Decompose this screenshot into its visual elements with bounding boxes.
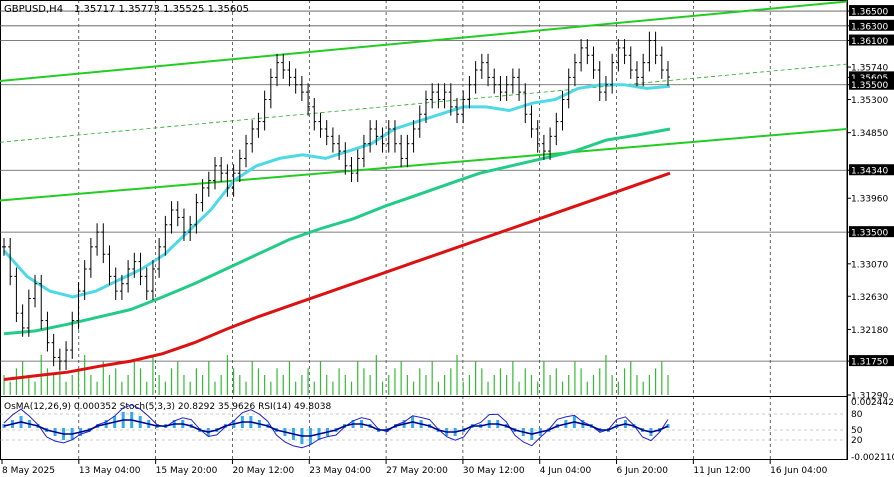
time-label: 23 May 04:00 <box>309 466 371 476</box>
channel-upper <box>0 0 848 83</box>
price-label: 1.33960 <box>851 195 888 205</box>
price-label-box <box>849 71 894 83</box>
oscillator-scale-label: 80 <box>851 410 863 420</box>
oscillator-scale-label: 20 <box>851 436 863 446</box>
price-label-box <box>849 5 894 17</box>
price-series <box>2 31 670 370</box>
price-label: 1.36100 <box>851 37 888 47</box>
price-label: 1.32630 <box>851 293 888 303</box>
time-label: 15 May 20:00 <box>156 466 218 476</box>
ohlc-readout: 1.35717 1.35773 1.35525 1.35605 <box>74 4 249 15</box>
oscillator-scale-label: 0.002442 <box>851 398 894 408</box>
oscillator-scale-label: 50 <box>851 426 863 436</box>
time-label: 6 Jun 20:00 <box>617 466 669 476</box>
price-label: 1.35500 <box>851 81 888 91</box>
price-label-box <box>849 78 894 90</box>
rsi-line <box>3 419 669 437</box>
header: GBPUSD,H4 1.35717 1.35773 1.35525 1.3560… <box>4 4 249 15</box>
time-label: 4 Jun 04:00 <box>540 466 592 476</box>
moving-average-line <box>3 127 671 336</box>
time-label: 16 Jun 04:00 <box>770 466 827 476</box>
price-label: 1.36500 <box>851 8 888 18</box>
price-label: 1.36300 <box>851 22 888 32</box>
oscillator-label: OsMA(12,26,9) 0.000352 Stoch(5,3,3) 20.8… <box>4 402 332 412</box>
time-label: 30 May 12:00 <box>463 466 525 476</box>
price-label-box <box>849 355 894 367</box>
time-axis: 8 May 2025 13 May 04:00 15 May 20:00 20 May… <box>1 460 828 476</box>
price-label-box <box>849 19 894 31</box>
time-label: 11 Jun 12:00 <box>693 466 750 476</box>
time-label: 13 May 04:00 <box>79 466 141 476</box>
stochastic-line <box>3 404 669 449</box>
channel-lower <box>0 127 848 202</box>
price-label: 1.35300 <box>851 96 888 106</box>
time-label: 20 May 12:00 <box>232 466 294 476</box>
grid <box>0 0 848 460</box>
price-label-box <box>849 164 894 176</box>
price-label: 1.32180 <box>851 326 888 336</box>
moving-averages <box>2 83 671 381</box>
price-label: 1.35740 <box>851 64 888 74</box>
time-label: 27 May 20:00 <box>386 466 448 476</box>
moving-average-line <box>3 171 671 381</box>
moving-average-line <box>2 83 671 299</box>
price-label: 1.31290 <box>851 392 888 402</box>
price-label-box <box>849 226 894 238</box>
time-label: 8 May 2025 <box>2 466 55 476</box>
price-axis: 1.365001.363001.361001.357401.356051.355… <box>847 5 894 402</box>
channels <box>0 0 848 202</box>
price-label: 1.34850 <box>851 129 888 139</box>
oscillator-scale-label: -0.002110 <box>851 453 894 463</box>
price-label-box <box>849 34 894 46</box>
price-label: 1.33070 <box>851 260 888 270</box>
price-label: 1.34340 <box>851 167 888 177</box>
price-label: 1.31750 <box>851 358 888 368</box>
chart-title: GBPUSD,H4 <box>4 4 63 15</box>
price-label: 1.33500 <box>851 229 888 239</box>
oscillator-panel: OsMA(12,26,9) 0.000352 Stoch(5,3,3) 20.8… <box>0 398 894 463</box>
channel-mid <box>0 63 848 143</box>
